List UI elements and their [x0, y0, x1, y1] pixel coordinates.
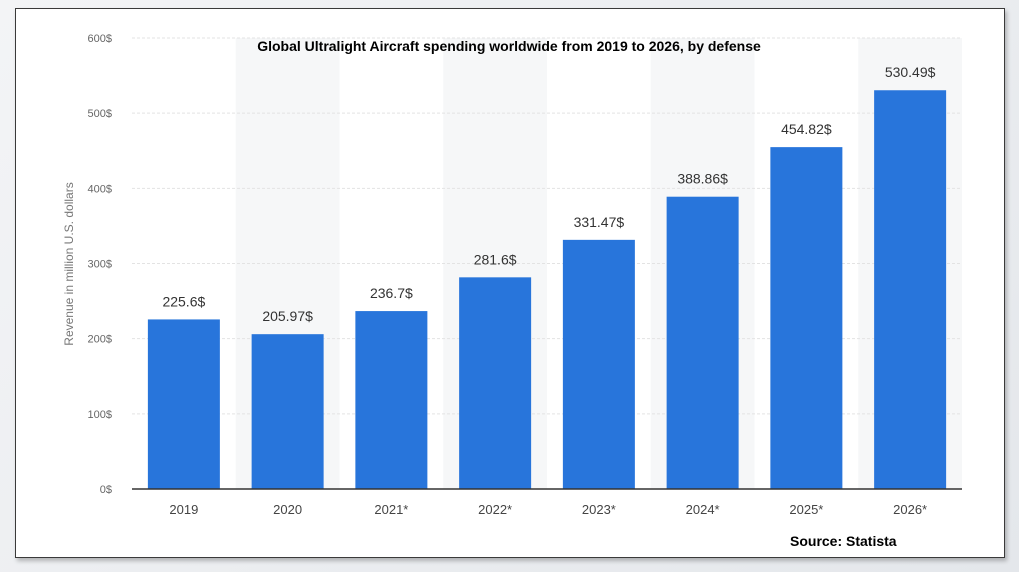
y-tick-label: 400$: [88, 183, 112, 195]
data-label: 205.97$: [262, 308, 313, 324]
data-label: 388.86$: [677, 171, 728, 187]
data-label: 225.6$: [162, 293, 205, 309]
bar: [459, 277, 532, 489]
data-labels: 225.6$ 205.97$ 236.7$ 281.6$ 331.47$ 388.86$ 4…: [162, 64, 935, 324]
data-label: 281.6$: [474, 251, 517, 267]
x-tick-label: 2026*: [893, 502, 927, 517]
y-tick-label: 200$: [88, 334, 112, 346]
data-label: 530.49$: [885, 64, 936, 80]
bar: [355, 311, 428, 489]
y-tick-label: 0$: [100, 484, 112, 496]
data-label: 331.47$: [574, 214, 625, 230]
y-axis-label: Revenue in million U.S. dollars: [62, 182, 76, 345]
x-tick-label: 2020: [273, 502, 302, 517]
bar: [874, 90, 947, 489]
y-tick-label: 600$: [88, 33, 112, 45]
chart-title: Global Ultralight Aircraft spending worl…: [257, 38, 761, 54]
x-tick-label: 2024*: [686, 502, 720, 517]
bar: [562, 239, 635, 489]
x-tick-label: 2023*: [582, 502, 616, 517]
bar: [147, 319, 220, 489]
y-tick-label: 500$: [88, 108, 112, 120]
data-label: 454.82$: [781, 121, 832, 137]
x-tick-label: 2019: [169, 502, 198, 517]
bar: [770, 147, 843, 490]
x-tick-label: 2021*: [374, 502, 408, 517]
data-label: 236.7$: [370, 285, 413, 301]
bar: [666, 196, 739, 489]
x-tick-label: 2025*: [789, 502, 823, 517]
bar: [251, 334, 324, 489]
x-axis-ticks: 2019 2020 2021* 2022* 2023* 2024* 2025* 2026*: [169, 502, 927, 517]
bars: [147, 90, 947, 490]
source-note: Source: Statista: [790, 533, 897, 549]
x-tick-label: 2022*: [478, 502, 512, 517]
y-tick-label: 300$: [88, 259, 112, 271]
y-tick-label: 100$: [88, 409, 112, 421]
y-axis-ticks: 0$ 100$ 200$ 300$ 400$ 500$ 600$: [88, 33, 112, 496]
